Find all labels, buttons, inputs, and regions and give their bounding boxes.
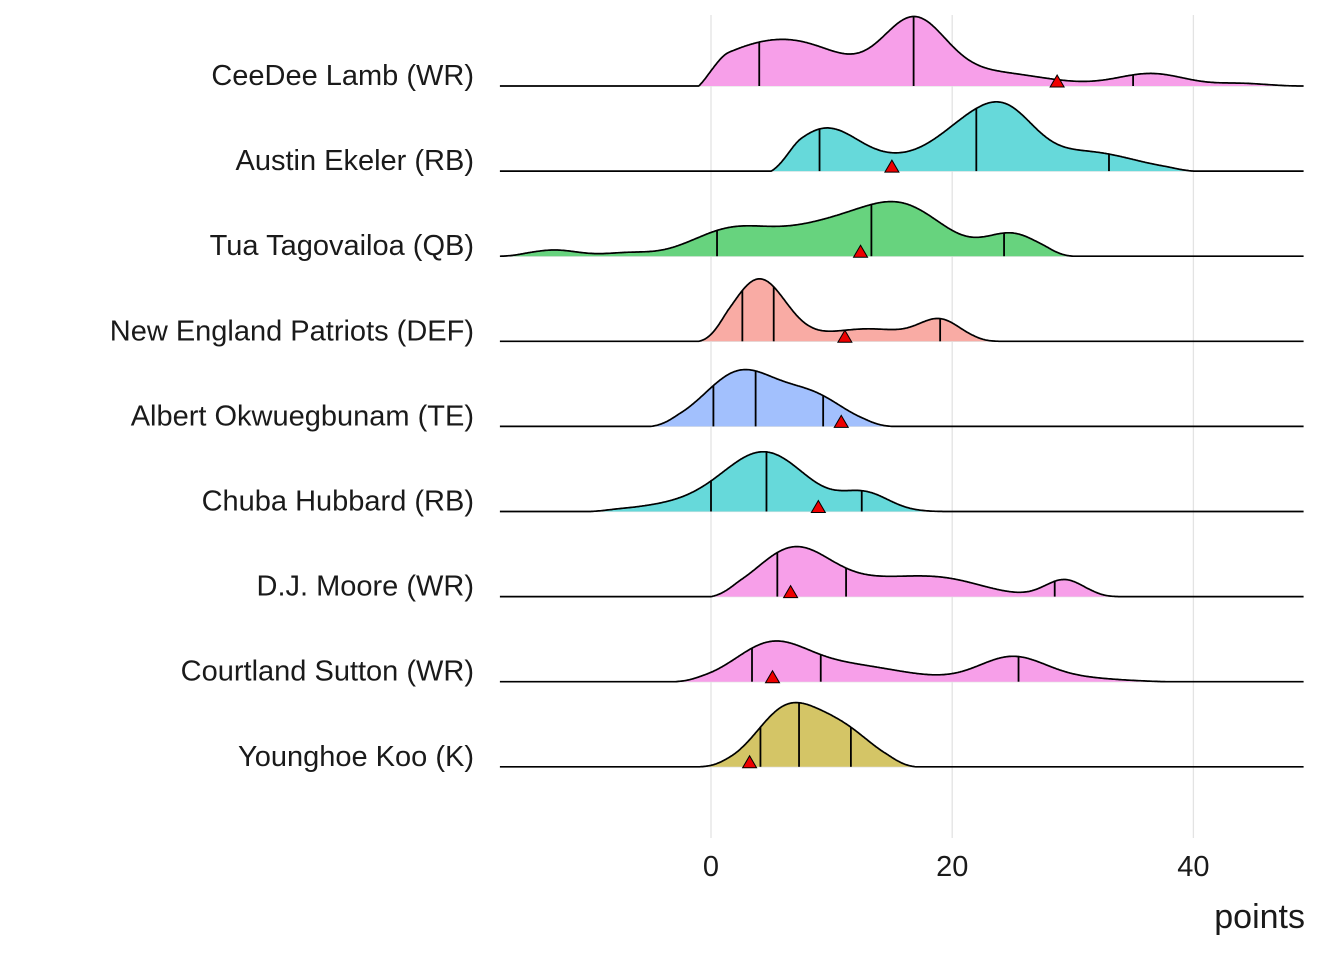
ridge-outline [499, 701, 1304, 768]
ridge-2 [499, 100, 1304, 173]
row-label-7: D.J. Moore (WR) [257, 571, 475, 603]
ridge-5 [499, 368, 1304, 428]
ridge-4 [499, 277, 1304, 343]
ridge-6 [499, 450, 1304, 513]
ridge-outline [499, 368, 1304, 428]
actual-points-marker [741, 754, 758, 769]
ridge-area [499, 201, 1073, 257]
actual-points-marker [884, 159, 900, 173]
x-axis-title: points [1214, 898, 1305, 936]
x-tick-label-40: 40 [1177, 851, 1209, 883]
actual-points-marker [852, 244, 869, 258]
ridges [499, 15, 1304, 769]
ridge-outline [499, 15, 1304, 87]
x-tick-label-0: 0 [703, 851, 719, 883]
row-label-8: Courtland Sutton (WR) [181, 656, 474, 688]
ridge-area [650, 369, 892, 427]
ridge-1 [499, 15, 1304, 88]
row-label-3: Tua Tagovailoa (QB) [210, 230, 474, 262]
x-axis-ticks: 0 20 40 [703, 851, 1210, 883]
ridge-outline [499, 277, 1304, 343]
ridge-outline [499, 545, 1304, 598]
row-label-6: Chuba Hubbard (RB) [202, 486, 474, 518]
row-label-4: New England Patriots (DEF) [110, 315, 474, 347]
row-label-1: CeeDee Lamb (WR) [211, 60, 474, 92]
ridge-area [711, 546, 1121, 597]
ridge-area [698, 16, 1302, 86]
row-labels: CeeDee Lamb (WR) Austin Ekeler (RB) Tua Ta… [110, 60, 474, 773]
actual-points-marker [836, 329, 853, 343]
actual-points-marker [810, 499, 827, 513]
actual-points-marker [782, 584, 799, 599]
ridge-7 [499, 545, 1304, 599]
ridge-area [590, 451, 953, 512]
x-tick-label-20: 20 [936, 851, 968, 883]
actual-points-marker [764, 669, 781, 684]
ridge-8 [499, 640, 1304, 684]
ridge-area [698, 702, 916, 767]
ridge-outline [499, 640, 1304, 683]
row-label-5: Albert Okwuegbunam (TE) [131, 400, 474, 432]
ridge-area [771, 101, 1194, 172]
ridge-3 [499, 200, 1304, 258]
ridge-outline [499, 200, 1304, 258]
ridge-area [674, 641, 1170, 682]
ridge-outline [499, 100, 1304, 172]
actual-points-marker [1049, 74, 1065, 88]
actual-points-marker [833, 414, 850, 428]
ridge-outline [499, 450, 1304, 513]
row-label-9: Younghoe Koo (K) [238, 741, 474, 773]
row-label-2: Austin Ekeler (RB) [235, 145, 474, 177]
ridge-9 [499, 701, 1304, 769]
